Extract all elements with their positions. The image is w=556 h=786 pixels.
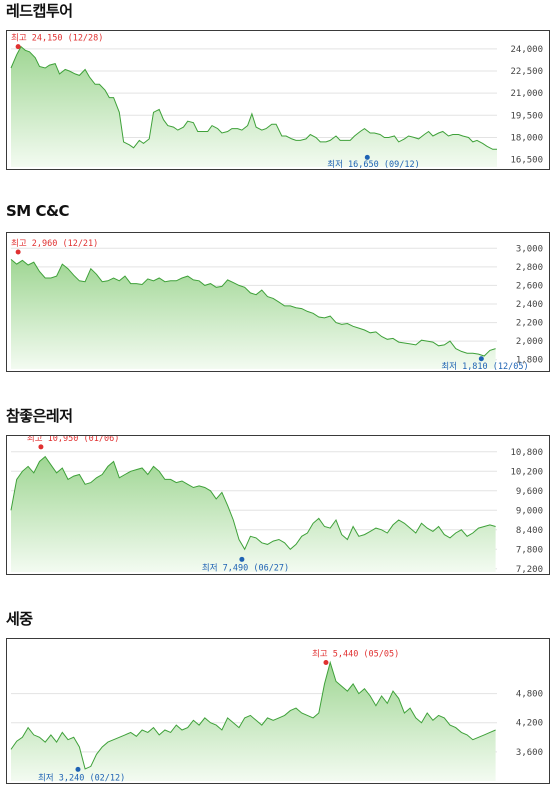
- y-tick-label: 10,800: [510, 448, 543, 458]
- y-tick-label: 3,000: [516, 244, 543, 254]
- price-line: [10, 45, 497, 150]
- high-label: 최고 2,960 (12/21): [11, 238, 98, 249]
- y-tick-label: 18,000: [510, 133, 543, 143]
- low-marker: [364, 154, 370, 160]
- y-tick-label: 24,000: [510, 45, 543, 55]
- y-tick-label: 10,200: [510, 467, 543, 477]
- price-area: [11, 456, 496, 572]
- chart-title: 참좋은레저: [6, 407, 73, 425]
- low-marker: [478, 356, 484, 362]
- chart-title: 레드캡투어: [6, 2, 73, 20]
- stock-chart: 10,800 10,200 9,600 9,000 8,400 7,800 7,200 최고 …: [10, 436, 543, 574]
- y-tick-label: 9,000: [516, 506, 543, 516]
- high-marker: [323, 659, 329, 665]
- y-tick-label: 8,400: [516, 526, 543, 536]
- chart-panel: 24,000 22,500 21,000 19,500 18,000 16,500 최고 2…: [6, 30, 550, 170]
- high-marker: [38, 444, 44, 450]
- y-tick-label: 2,600: [516, 281, 543, 291]
- y-tick-label: 4,200: [516, 719, 543, 729]
- price-area: [11, 259, 496, 369]
- low-label: 최저 3,240 (02/12): [38, 772, 125, 783]
- y-tick-label: 22,500: [510, 67, 543, 77]
- y-tick-label: 16,500: [510, 156, 543, 166]
- y-tick-label: 21,000: [510, 89, 543, 99]
- price-line: [10, 455, 496, 551]
- price-area: [11, 662, 496, 781]
- price-area: [11, 46, 497, 167]
- high-marker: [15, 44, 21, 50]
- price-line: [10, 259, 496, 357]
- y-tick-label: 2,800: [516, 263, 543, 273]
- y-tick-label: 19,500: [510, 111, 543, 121]
- low-marker: [239, 556, 245, 562]
- high-label: 최고 5,440 (05/05): [312, 648, 399, 659]
- high-marker: [15, 249, 21, 255]
- chart-panel: 10,800 10,200 9,600 9,000 8,400 7,800 7,200 최고 …: [6, 435, 550, 575]
- y-tick-label: 7,200: [516, 565, 543, 574]
- chart-title: 세중: [6, 610, 33, 628]
- high-label: 최고 24,150 (12/28): [11, 33, 103, 44]
- stock-chart: 3,000 2,800 2,600 2,400 2,200 2,000 1,800 최고 2,…: [10, 238, 543, 371]
- y-tick-label: 9,600: [516, 487, 543, 497]
- y-tick-label: 2,000: [516, 337, 543, 347]
- y-tick-label: 2,200: [516, 319, 543, 329]
- chart-panel: 3,000 2,800 2,600 2,400 2,200 2,000 1,800 최고 2,…: [6, 232, 550, 372]
- y-tick-label: 4,800: [516, 690, 543, 700]
- y-tick-label: 1,800: [516, 356, 543, 366]
- low-label: 최저 16,650 (09/12): [327, 159, 419, 169]
- y-tick-label: 3,600: [516, 748, 543, 758]
- chart-panel: 4,800 4,200 3,600 최고 5,440 (05/05) 최저 3,240 …: [6, 638, 550, 784]
- low-marker: [75, 766, 81, 772]
- stock-chart: 24,000 22,500 21,000 19,500 18,000 16,500 최고 2…: [10, 33, 543, 169]
- low-label: 최저 1,810 (12/05): [441, 361, 528, 371]
- stock-chart: 4,800 4,200 3,600 최고 5,440 (05/05) 최저 3,240 …: [10, 648, 543, 783]
- low-label: 최저 7,490 (06/27): [202, 562, 289, 573]
- y-tick-label: 7,800: [516, 545, 543, 555]
- price-line: [10, 660, 496, 770]
- chart-title: SM C&C: [6, 202, 70, 220]
- y-tick-label: 2,400: [516, 300, 543, 310]
- high-label: 최고 10,950 (01/06): [27, 436, 119, 444]
